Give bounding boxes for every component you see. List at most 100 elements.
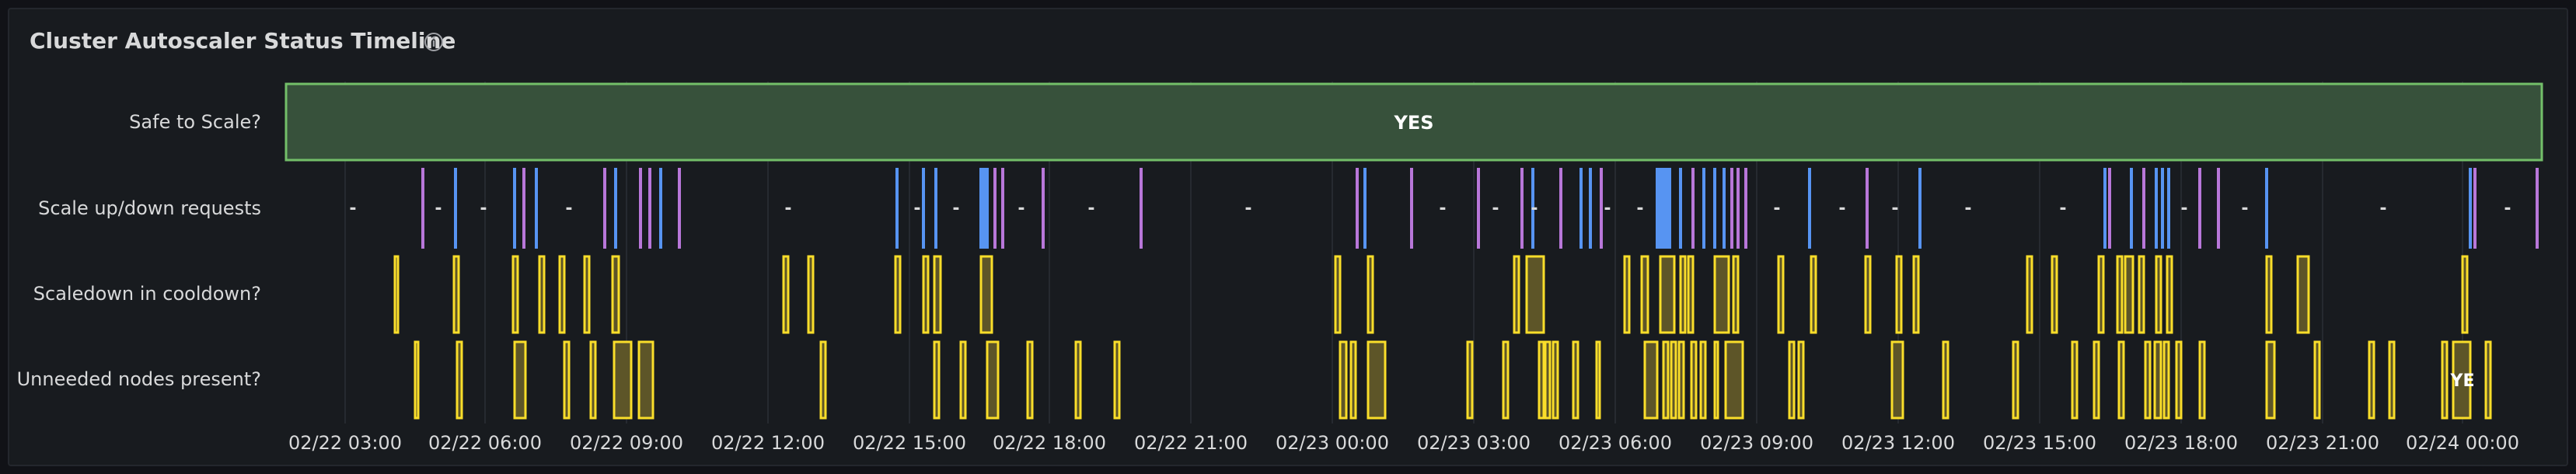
unneeded-period: [1890, 340, 1904, 420]
state-label-none: -: [2379, 199, 2386, 218]
scale-down-request: [2217, 168, 2220, 249]
unneeded-period: [959, 340, 967, 420]
unneeded-period: [1502, 340, 1510, 420]
x-axis-tick-label: 02/22 12:00: [711, 432, 825, 454]
scale-down-request: [1691, 168, 1695, 249]
x-axis-tick-label: 02/22 06:00: [428, 432, 542, 454]
scale-up-request: [1702, 168, 1705, 249]
cooldown-period: [1732, 255, 1740, 334]
scale-down-request: [993, 168, 997, 249]
cooldown-period: [538, 255, 546, 334]
unneeded-period: [1466, 340, 1474, 420]
info-circle-icon[interactable]: [423, 31, 445, 53]
scale-down-request: [1737, 168, 1740, 249]
scale-down-request: [603, 168, 606, 249]
unneeded-period: [1699, 340, 1707, 420]
scale-up-request: [895, 168, 899, 249]
unneeded-period: [1026, 340, 1034, 420]
unneeded-period: [2368, 340, 2375, 420]
unneeded-period: [1572, 340, 1579, 420]
state-label-none: -: [1773, 199, 1780, 218]
cooldown-period: [1687, 255, 1695, 334]
unneeded-period: [2153, 340, 2162, 420]
cooldown-period: [1810, 255, 1817, 334]
scale-up-request: [1589, 168, 1592, 249]
unneeded-period: [1643, 340, 1659, 420]
scale-up-request: [2103, 168, 2107, 249]
scale-up-request: [513, 168, 516, 249]
x-axis-tick-label: 02/23 09:00: [1700, 432, 1813, 454]
unneeded-period: [2388, 340, 2396, 420]
panel-title[interactable]: Cluster Autoscaler Status Timeline: [30, 28, 456, 54]
scale-up-request: [2469, 168, 2472, 249]
x-axis-tick-label: 02/23 12:00: [1841, 432, 1955, 454]
scale-down-request: [2142, 168, 2145, 249]
x-axis-tick-label: 02/22 21:00: [1134, 432, 1248, 454]
cooldown-period: [452, 255, 460, 334]
scale-down-request: [2198, 168, 2201, 249]
unneeded-period: [1713, 340, 1719, 420]
cooldown-period: [1525, 255, 1545, 334]
cooldown-period: [2461, 255, 2469, 334]
scale-up-request: [1808, 168, 1811, 249]
scale-down-request: [1140, 168, 1143, 249]
scale-down-request: [639, 168, 642, 249]
cooldown-period: [583, 255, 591, 334]
cooldown-period: [2051, 255, 2058, 334]
scale-up-request: [1679, 168, 1682, 249]
scale-down-request: [421, 168, 424, 249]
unneeded-period: [1724, 340, 1744, 420]
cooldown-period: [782, 255, 790, 334]
cooldown-period: [2296, 255, 2310, 334]
unneeded-period: [1788, 340, 1796, 420]
state-label-none: -: [2504, 199, 2511, 218]
cooldown-period: [1623, 255, 1631, 334]
row-label-safe-to-scale: Safe to Scale?: [129, 111, 261, 133]
cooldown-period: [1367, 255, 1374, 334]
scale-up-request: [2161, 168, 2164, 249]
scale-up-request: [1531, 168, 1534, 249]
unneeded-period: [1677, 340, 1685, 420]
scale-down-request: [2108, 168, 2111, 249]
unneeded-period: [2265, 340, 2276, 420]
unneeded-period: [1349, 340, 1357, 420]
unneeded-period: [1595, 340, 1601, 420]
cooldown-period: [1659, 255, 1676, 334]
unneeded-period: [613, 340, 633, 420]
row-label-scaledown-cooldown: Scaledown in cooldown?: [33, 283, 261, 305]
x-axis-tick-label: 02/23 21:00: [2266, 432, 2379, 454]
state-label-none: -: [1087, 199, 1094, 218]
state-bar-yes: [284, 82, 2543, 162]
state-label-none: -: [952, 199, 959, 218]
state-label-none: -: [1439, 199, 1446, 218]
unneeded-period: [1074, 340, 1082, 420]
scale-down-request: [1001, 168, 1004, 249]
unneeded-period: [1670, 340, 1677, 420]
cooldown-period: [807, 255, 815, 334]
state-label-none: -: [1636, 199, 1643, 218]
state-label-yes-truncated: YE: [2450, 371, 2475, 391]
scale-up-request: [659, 168, 662, 249]
cooldown-period: [1513, 255, 1520, 334]
unneeded-period: [2313, 340, 2321, 420]
scale-up-request: [2265, 168, 2268, 249]
cooldown-period: [933, 255, 942, 334]
scale-up-request: [986, 168, 989, 249]
cooldown-period: [1912, 255, 1920, 334]
state-label-none: -: [913, 199, 920, 218]
state-label-none: -: [1017, 199, 1024, 218]
state-label-none: -: [1244, 199, 1251, 218]
x-axis-tick-label: 02/22 18:00: [993, 432, 1106, 454]
unneeded-period: [2162, 340, 2170, 420]
cooldown-period: [979, 255, 993, 334]
scale-down-request: [2536, 168, 2539, 249]
x-axis-tick-label: 02/22 03:00: [288, 432, 402, 454]
scale-up-request: [1659, 168, 1662, 249]
cooldown-period: [2097, 255, 2105, 334]
cooldown-period: [511, 255, 519, 334]
scale-up-request: [979, 168, 983, 249]
unneeded-period: [456, 340, 463, 420]
cooldown-period: [1640, 255, 1649, 334]
scale-down-request: [522, 168, 525, 249]
